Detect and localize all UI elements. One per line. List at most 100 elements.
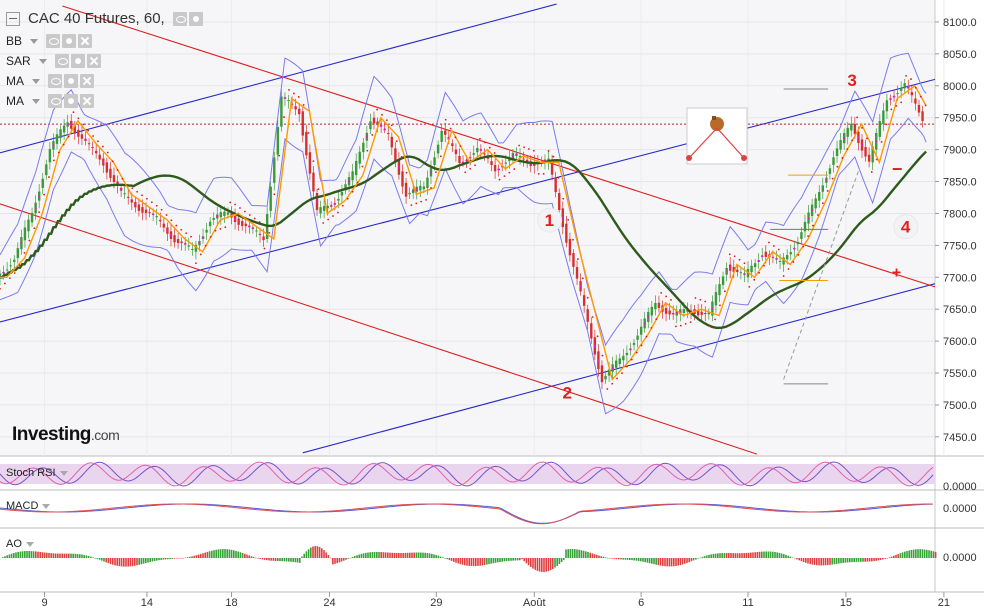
magenta-marker bbox=[711, 307, 714, 310]
ao-bar bbox=[675, 558, 677, 566]
ao-bar bbox=[545, 558, 547, 572]
sar-dot bbox=[753, 278, 756, 281]
sar-dot bbox=[8, 277, 11, 280]
magenta-marker bbox=[647, 315, 650, 319]
sar-dot bbox=[165, 214, 168, 216]
sar-dot bbox=[258, 221, 261, 223]
ao-bar bbox=[505, 558, 508, 562]
candle-body bbox=[582, 295, 586, 306]
candle-body bbox=[208, 221, 212, 227]
gear-icon[interactable] bbox=[64, 94, 78, 108]
ao-bar bbox=[923, 549, 926, 558]
ao-bar bbox=[475, 558, 477, 567]
sar-dot bbox=[581, 277, 584, 280]
ao-bar bbox=[200, 553, 202, 558]
ao-bar bbox=[411, 552, 413, 558]
chevron-down-icon[interactable] bbox=[30, 38, 39, 44]
eye-icon[interactable] bbox=[48, 74, 62, 88]
magenta-marker bbox=[811, 209, 814, 212]
ao-bar bbox=[356, 555, 358, 558]
ao-bar bbox=[24, 551, 26, 558]
chevron-down-icon[interactable] bbox=[42, 503, 51, 509]
sar-dot bbox=[846, 148, 849, 151]
ao-bar bbox=[910, 549, 913, 558]
ao-bar bbox=[367, 552, 369, 558]
ao-bar bbox=[873, 558, 875, 562]
sar-dot bbox=[459, 145, 462, 148]
gear-icon[interactable] bbox=[188, 11, 203, 26]
gear-icon[interactable] bbox=[64, 74, 78, 88]
candle-body bbox=[212, 217, 215, 220]
sar-dot bbox=[425, 198, 427, 201]
ao-bar bbox=[483, 558, 486, 566]
ao-bar bbox=[620, 558, 622, 560]
candle-body bbox=[590, 323, 593, 339]
indicator-ma-1: MA bbox=[6, 74, 94, 88]
candle-body bbox=[301, 111, 304, 136]
ao-bar bbox=[228, 549, 231, 558]
chevron-down-icon[interactable] bbox=[59, 470, 68, 476]
candle-body bbox=[657, 302, 661, 308]
ao-bar bbox=[901, 552, 904, 558]
ao-bar bbox=[510, 558, 512, 561]
candle-body bbox=[55, 134, 59, 144]
ao-bar bbox=[578, 549, 580, 558]
ao-bar bbox=[576, 549, 578, 558]
ao-bar bbox=[888, 557, 891, 558]
chevron-down-icon[interactable] bbox=[32, 78, 40, 84]
ao-bar bbox=[63, 553, 66, 558]
magenta-marker bbox=[892, 95, 896, 98]
eye-icon[interactable] bbox=[46, 34, 61, 48]
close-icon[interactable] bbox=[80, 94, 94, 108]
annotations: 1 2 3 4 − + bbox=[537, 71, 919, 403]
ao-bar bbox=[448, 558, 451, 561]
close-icon[interactable] bbox=[80, 74, 94, 88]
eye-icon[interactable] bbox=[48, 94, 62, 108]
chevron-down-icon[interactable] bbox=[32, 98, 40, 104]
ao-bar bbox=[919, 549, 921, 558]
logo-suffix: .com bbox=[90, 427, 120, 443]
collapse-icon[interactable] bbox=[6, 11, 20, 26]
candle-body bbox=[839, 139, 842, 150]
upper-red-channel bbox=[62, 5, 936, 288]
candle-body bbox=[369, 121, 372, 130]
candle-body bbox=[436, 144, 440, 154]
candle-body bbox=[707, 312, 711, 315]
ao-bar bbox=[846, 558, 849, 563]
time-label: 11 bbox=[742, 597, 753, 609]
ao-bar bbox=[224, 549, 226, 558]
gear-icon[interactable] bbox=[70, 54, 85, 68]
ao-bar bbox=[19, 551, 22, 558]
bollinger-lower bbox=[0, 117, 927, 415]
ao-bar bbox=[928, 550, 930, 558]
eye-icon[interactable] bbox=[54, 54, 69, 68]
ao-bar bbox=[851, 558, 853, 563]
sar-dot bbox=[763, 264, 765, 267]
chevron-down-icon[interactable] bbox=[25, 541, 34, 547]
magenta-marker bbox=[761, 255, 764, 258]
candle-body bbox=[87, 143, 91, 145]
candle-body bbox=[650, 306, 654, 316]
candle-body bbox=[800, 232, 803, 239]
main-pane-bg bbox=[0, 0, 935, 456]
ao-bar bbox=[46, 552, 48, 558]
close-icon[interactable] bbox=[78, 34, 93, 48]
sar-dot bbox=[346, 197, 349, 200]
ao-bar bbox=[261, 558, 264, 560]
ao-bar bbox=[266, 558, 268, 561]
sar-dot bbox=[738, 258, 741, 261]
eye-icon[interactable] bbox=[172, 11, 187, 26]
gear-icon[interactable] bbox=[62, 34, 77, 48]
ao-bar bbox=[272, 558, 275, 561]
ao-bar bbox=[503, 558, 506, 562]
ao-bar bbox=[811, 558, 814, 565]
ao-bar bbox=[173, 558, 176, 559]
candle-body bbox=[123, 193, 126, 195]
chevron-down-icon[interactable] bbox=[38, 58, 47, 64]
magenta-marker bbox=[415, 188, 418, 191]
ao-bar bbox=[615, 558, 618, 560]
ao-bar bbox=[785, 554, 787, 558]
ao-bar bbox=[602, 556, 605, 558]
close-icon[interactable] bbox=[86, 54, 101, 68]
